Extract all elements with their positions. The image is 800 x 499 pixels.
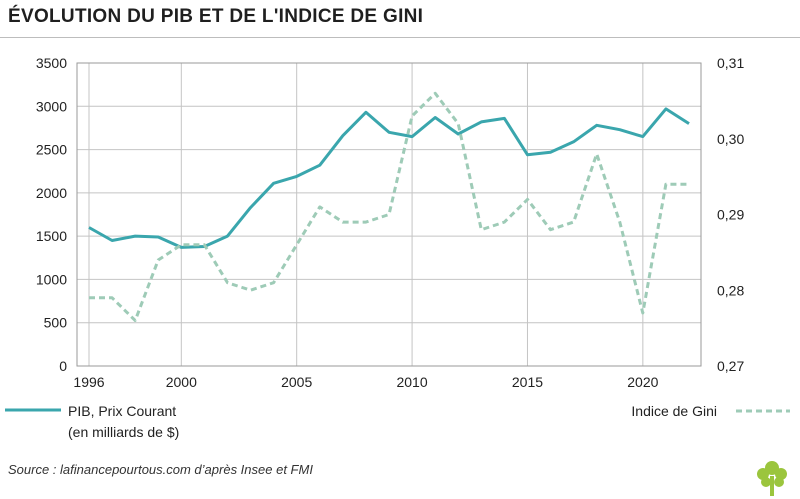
left-tick-label: 500 (44, 315, 68, 331)
x-tick-label: 2010 (396, 374, 427, 390)
right-tick-label: 0,27 (717, 358, 744, 374)
series-line-pib (88, 107, 690, 249)
tree-logo-icon (757, 461, 787, 496)
grid-layer (77, 62, 701, 367)
left-tick-label: 0 (59, 358, 67, 374)
x-axis-ticks: 1996 2000 2005 2010 2015 2020 (73, 374, 658, 390)
right-tick-label: 0,30 (717, 131, 744, 147)
legend-label-pib-line1: PIB, Prix Courant (68, 403, 176, 419)
legend-label-pib-line2: (en milliards de $) (68, 424, 179, 440)
x-tick-label: 2005 (281, 374, 312, 390)
left-tick-label: 1000 (36, 271, 67, 287)
left-axis-ticks: 0 500 1000 1500 2000 2500 3000 3500 (36, 55, 67, 374)
legend-label-gini: Indice de Gini (631, 403, 717, 419)
right-tick-label: 0,29 (717, 207, 744, 223)
x-tick-label: 1996 (73, 374, 104, 390)
series-layer (88, 91, 690, 322)
x-tick-label: 2000 (166, 374, 197, 390)
left-tick-label: 1500 (36, 228, 67, 244)
title-divider (0, 37, 800, 38)
x-tick-label: 2015 (512, 374, 543, 390)
chart-title: ÉVOLUTION DU PIB ET DE L'INDICE DE GINI (8, 6, 424, 27)
left-tick-label: 2000 (36, 185, 67, 201)
right-tick-label: 0,28 (717, 282, 744, 298)
left-tick-label: 3500 (36, 55, 67, 71)
plot-frame (76, 62, 702, 367)
left-tick-label: 2500 (36, 142, 67, 158)
right-axis-ticks: 0,27 0,28 0,29 0,30 0,31 (717, 55, 744, 374)
source-note: Source : lafinancepourtous.com d’après I… (8, 462, 313, 477)
x-tick-label: 2020 (627, 374, 658, 390)
series-line-gini (89, 91, 689, 322)
right-tick-label: 0,31 (717, 55, 744, 71)
left-tick-label: 3000 (36, 98, 67, 114)
legend: PIB, Prix Courant (en milliards de $) In… (5, 403, 790, 440)
